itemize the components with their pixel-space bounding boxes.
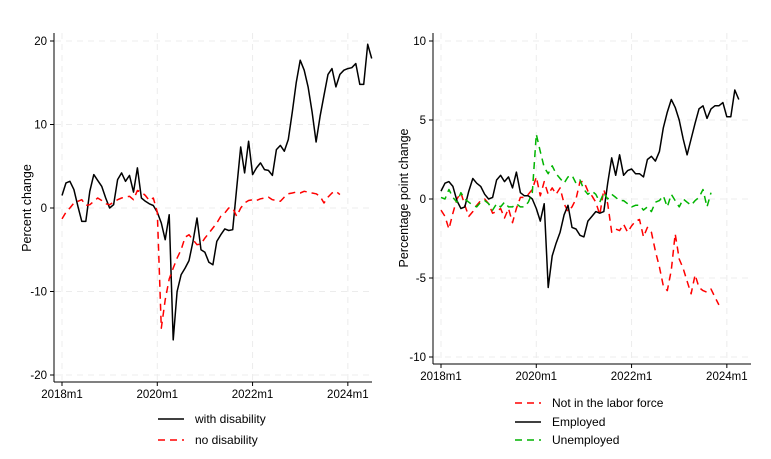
legend-item-no-disability: no disability xyxy=(158,433,258,447)
legend-item-not-in-labor-force: Not in the labor force xyxy=(515,396,664,410)
right-y-ticks: -10 -5 0 5 10 xyxy=(409,36,433,364)
series-line-not-in-the-labor-force xyxy=(440,176,720,306)
right-xtick-label: 2020m1 xyxy=(515,371,557,383)
right-ytick-label: 10 xyxy=(413,36,426,48)
left-xtick-label: 2020m1 xyxy=(136,389,178,401)
legend-label-with-disability: with disability xyxy=(194,412,266,426)
left-y-axis-title: Percent change xyxy=(20,164,34,252)
legend-item-employed: Employed xyxy=(515,415,605,429)
right-xtick-label: 2024m1 xyxy=(706,371,748,383)
left-xtick-label: 2022m1 xyxy=(232,389,274,401)
series-line-unemployed xyxy=(440,133,712,213)
legend-label-employed: Employed xyxy=(552,415,605,429)
left-gridlines xyxy=(55,33,372,381)
right-chart-panel: -10 -5 0 5 10 2018m1 2020m1 2022m1 2024m1 Perce… xyxy=(397,33,751,447)
left-legend: with disability no disability xyxy=(158,412,266,447)
right-series-lines xyxy=(440,89,740,306)
right-ytick-label: 0 xyxy=(420,194,426,206)
legend-item-unemployed: Unemployed xyxy=(515,433,619,447)
left-chart-panel: -20 -10 0 10 20 2018m1 2020m1 2022m1 2024m1 Per… xyxy=(20,33,373,447)
right-ytick-label: 5 xyxy=(420,115,426,127)
left-y-ticks: -20 -10 0 10 20 xyxy=(30,36,54,382)
right-xtick-label: 2022m1 xyxy=(611,371,653,383)
right-ytick-label: -10 xyxy=(409,352,426,364)
series-line-no-disability xyxy=(61,189,341,329)
right-legend: Not in the labor force Employed Unemploy… xyxy=(515,396,664,447)
left-xtick-label: 2018m1 xyxy=(41,389,83,401)
right-xtick-label: 2018m1 xyxy=(420,371,462,383)
left-ytick-label: 0 xyxy=(41,203,47,215)
left-xtick-label: 2024m1 xyxy=(327,389,369,401)
series-line-employed xyxy=(440,89,740,289)
left-ytick-label: 20 xyxy=(34,36,47,48)
left-x-ticks: 2018m1 2020m1 2022m1 2024m1 xyxy=(41,382,369,401)
series-line-with-disability xyxy=(61,43,373,341)
right-x-ticks: 2018m1 2020m1 2022m1 2024m1 xyxy=(420,364,748,383)
left-ytick-label: -20 xyxy=(30,370,47,382)
legend-item-with-disability: with disability xyxy=(158,412,266,426)
right-y-axis-title: Percentage point change xyxy=(397,128,411,267)
left-series-lines xyxy=(61,43,373,341)
legend-label-no-disability: no disability xyxy=(195,433,258,447)
legend-label-unemployed: Unemployed xyxy=(552,433,619,447)
legend-label-not-in-labor-force: Not in the labor force xyxy=(552,396,664,410)
left-ytick-label: -10 xyxy=(30,287,47,299)
right-ytick-label: -5 xyxy=(416,273,426,285)
left-ytick-label: 10 xyxy=(34,120,47,132)
